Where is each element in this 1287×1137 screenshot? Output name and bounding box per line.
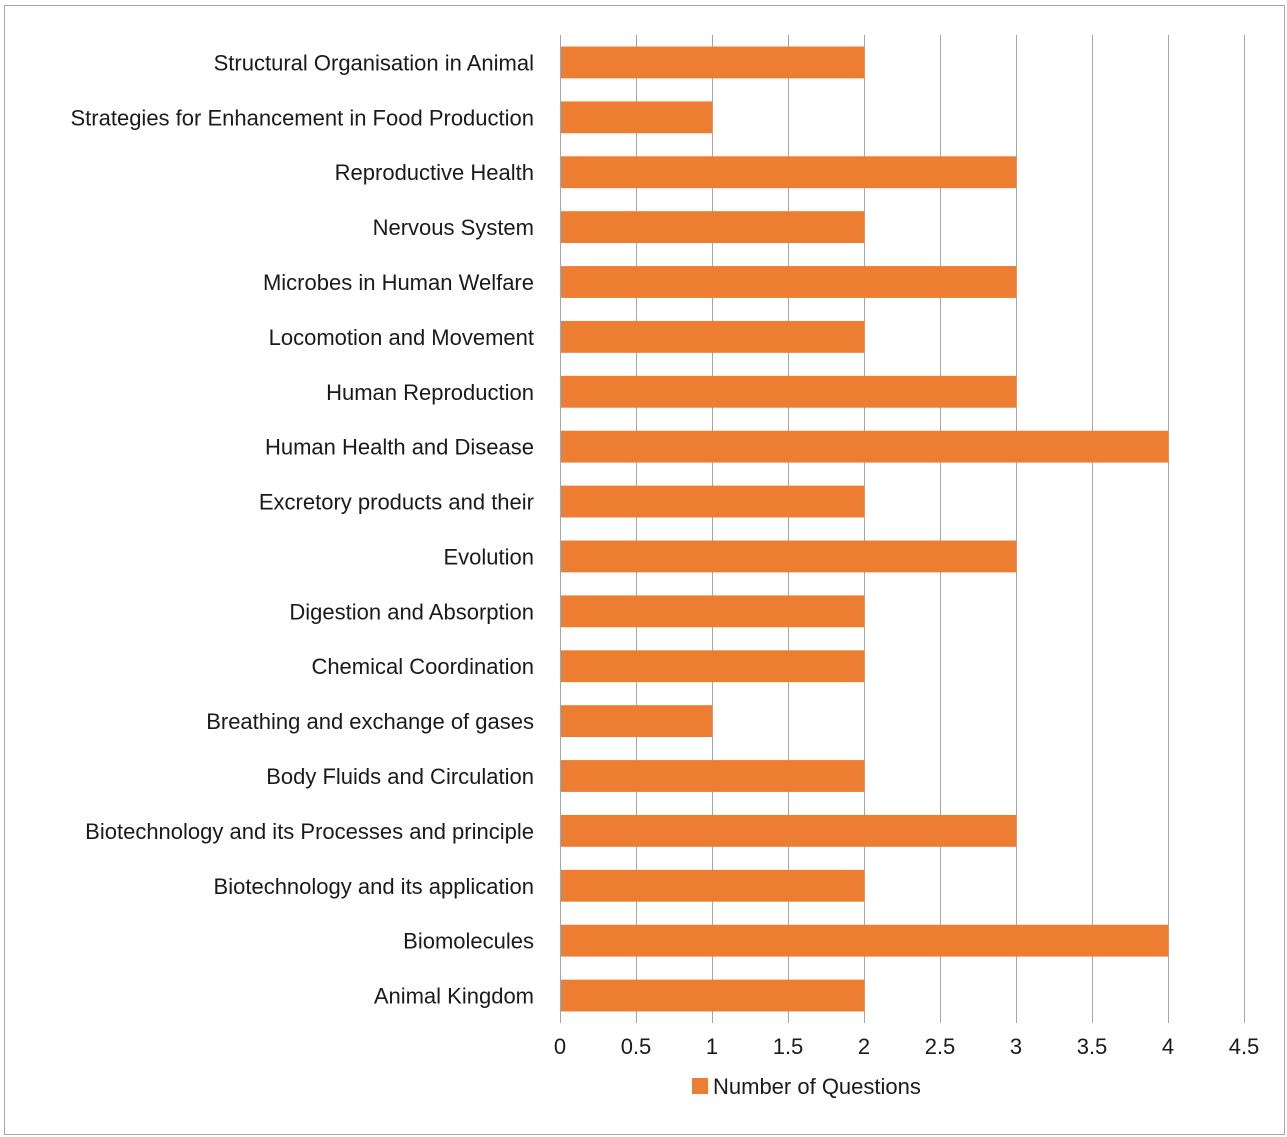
category-label: Locomotion and Movement	[269, 325, 534, 350]
x-tick-label: 3	[1010, 1034, 1022, 1059]
category-labels: Animal Kingdom Biomolecules Biotechnology …	[71, 50, 535, 1008]
x-tick-label: 4	[1162, 1034, 1174, 1059]
category-label: Human Reproduction	[326, 380, 534, 405]
legend-label: Number of Questions	[713, 1074, 921, 1099]
category-label: Nervous System	[373, 215, 534, 240]
bar	[561, 760, 864, 792]
category-label: Strategies for Enhancement in Food Produ…	[71, 105, 535, 130]
bar	[561, 540, 1016, 573]
bar	[561, 101, 712, 134]
bar	[561, 485, 864, 518]
category-label: Reproductive Health	[335, 160, 534, 185]
bar	[561, 211, 864, 244]
bar	[561, 46, 864, 79]
category-label: Biotechnology and its Processes and prin…	[85, 819, 534, 844]
bar	[561, 430, 1168, 463]
x-tick-label: 3.5	[1077, 1034, 1108, 1059]
category-label: Digestion and Absorption	[289, 599, 534, 624]
x-tick-label: 2	[858, 1034, 870, 1059]
bar	[561, 924, 1168, 957]
gridlines	[560, 35, 1245, 1023]
bar	[561, 979, 864, 1012]
category-label: Microbes in Human Welfare	[263, 270, 534, 295]
category-label: Breathing and exchange of gases	[206, 709, 534, 734]
category-label: Biotechnology and its application	[214, 874, 534, 899]
category-label: Excretory products and their	[259, 490, 534, 515]
category-label: Human Health and Disease	[265, 435, 534, 460]
bar	[561, 156, 1016, 189]
bar	[561, 320, 864, 353]
bar	[561, 814, 1016, 847]
x-tick-label: 1.5	[773, 1034, 804, 1059]
bar	[561, 375, 1016, 408]
x-tick-label: 0	[554, 1034, 566, 1059]
x-tick-label: 2.5	[925, 1034, 956, 1059]
bar	[561, 705, 712, 738]
bars	[561, 46, 1168, 1012]
bar	[561, 650, 864, 683]
category-label: Chemical Coordination	[311, 654, 534, 679]
category-label: Structural Organisation in Animal	[214, 50, 534, 75]
bar	[561, 595, 864, 628]
category-label: Body Fluids and Circulation	[266, 764, 534, 789]
category-label: Biomolecules	[403, 929, 534, 954]
bar	[561, 869, 864, 902]
x-tick-labels: 0 0.5 1 1.5 2 2.5 3 3.5 4 4.5	[554, 1034, 1259, 1059]
category-label: Animal Kingdom	[374, 984, 534, 1009]
x-tick-label: 4.5	[1229, 1034, 1260, 1059]
category-label: Evolution	[443, 544, 534, 569]
x-tick-label: 0.5	[621, 1034, 652, 1059]
legend: Number of Questions	[692, 1074, 921, 1099]
bar	[561, 266, 1016, 298]
legend-swatch	[692, 1078, 708, 1094]
x-tick-label: 1	[706, 1034, 718, 1059]
